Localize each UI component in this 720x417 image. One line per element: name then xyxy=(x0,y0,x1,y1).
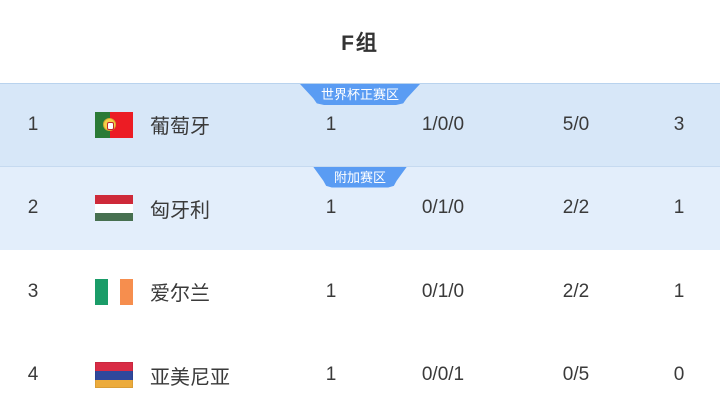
rank-cell: 2 xyxy=(27,197,39,219)
win-draw-loss-cell: 0/1/0 xyxy=(421,280,465,302)
team-name: 匈牙利 xyxy=(150,199,210,222)
goals-cell: 2/2 xyxy=(562,280,590,302)
panel-header: F组 xyxy=(0,0,720,83)
points-cell: 1 xyxy=(673,280,685,302)
win-draw-loss-cell: 0/0/1 xyxy=(421,364,465,386)
group-title: F组 xyxy=(341,31,379,55)
playoff-zone-badge: 附加赛区 xyxy=(312,166,408,188)
team-name: 亚美尼亚 xyxy=(150,366,230,389)
points-cell: 1 xyxy=(673,197,685,219)
played-cell: 1 xyxy=(325,280,337,302)
hungary-flag-icon xyxy=(95,195,133,222)
goals-cell: 5/0 xyxy=(562,113,590,135)
played-cell: 1 xyxy=(325,113,337,135)
goals-cell: 0/5 xyxy=(562,364,590,386)
rank-cell: 4 xyxy=(27,364,39,386)
table-row-armenia[interactable]: 4 亚美尼亚 1 0/0/1 0/5 0 xyxy=(0,334,720,417)
table-row-portugal[interactable]: 世界杯正赛区 1 葡萄牙 1 1/0/0 5/0 3 xyxy=(0,83,720,167)
portugal-flag-icon xyxy=(95,111,133,138)
points-cell: 3 xyxy=(673,113,685,135)
team-name: 爱尔兰 xyxy=(150,283,210,306)
win-draw-loss-cell: 0/1/0 xyxy=(421,197,465,219)
played-cell: 1 xyxy=(325,197,337,219)
team-name: 葡萄牙 xyxy=(150,116,210,139)
goals-cell: 2/2 xyxy=(562,197,590,219)
armenia-flag-icon xyxy=(95,362,133,389)
points-cell: 0 xyxy=(673,364,685,386)
rank-cell: 3 xyxy=(27,280,39,302)
rank-cell: 1 xyxy=(27,113,39,135)
played-cell: 1 xyxy=(325,364,337,386)
table-row-ireland[interactable]: 3 爱尔兰 1 0/1/0 2/2 1 xyxy=(0,250,720,334)
qualification-zone-badge: 世界杯正赛区 xyxy=(299,84,421,105)
table-row-hungary[interactable]: 附加赛区 2 匈牙利 1 0/1/0 2/2 1 xyxy=(0,166,720,250)
ireland-flag-icon xyxy=(95,278,133,305)
win-draw-loss-cell: 1/0/0 xyxy=(421,113,465,135)
